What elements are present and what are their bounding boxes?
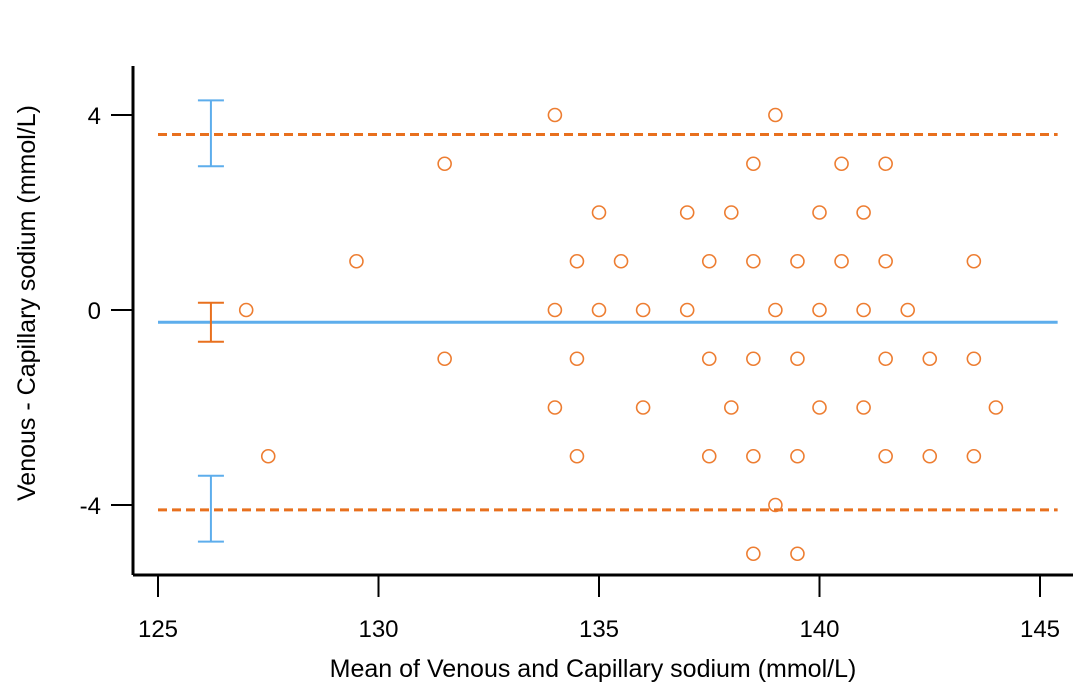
data-point xyxy=(834,253,849,269)
x-axis-title: Mean of Venous and Capillary sodium (mmo… xyxy=(330,655,857,683)
data-point xyxy=(569,253,585,269)
data-point xyxy=(746,156,761,172)
data-point xyxy=(922,351,938,367)
data-point xyxy=(238,302,254,318)
x-tick-label: 140 xyxy=(799,616,839,643)
data-points-layer xyxy=(238,107,1004,562)
confidence-interval-layer xyxy=(197,99,224,543)
y-tick-label: -4 xyxy=(80,493,101,520)
data-point xyxy=(790,253,805,269)
data-point xyxy=(966,448,982,464)
data-point xyxy=(679,302,695,318)
data-point xyxy=(746,253,761,269)
data-point xyxy=(878,156,893,172)
data-point xyxy=(635,400,651,415)
data-point xyxy=(878,351,893,367)
data-point xyxy=(701,351,717,367)
data-point xyxy=(613,253,629,269)
upper-limit-ci-bar xyxy=(197,99,224,168)
data-point xyxy=(746,448,761,464)
data-point xyxy=(790,448,805,464)
data-point xyxy=(966,253,982,269)
data-point xyxy=(988,400,1004,415)
data-point xyxy=(878,448,893,464)
y-tick-label: 4 xyxy=(88,103,101,130)
data-point xyxy=(569,448,585,464)
data-point xyxy=(790,546,805,562)
data-point xyxy=(812,400,827,415)
x-tick-label: 145 xyxy=(1020,616,1060,643)
x-tick-label: 135 xyxy=(579,616,619,643)
data-point xyxy=(922,448,938,464)
data-point xyxy=(635,302,651,318)
data-point xyxy=(966,351,982,367)
reference-lines-layer xyxy=(158,133,1058,512)
data-point xyxy=(812,302,827,318)
data-point xyxy=(569,351,585,367)
data-point xyxy=(547,302,563,318)
data-point xyxy=(812,205,827,220)
data-point xyxy=(856,205,871,220)
lower-limit-ci-bar xyxy=(197,474,224,543)
data-point xyxy=(790,351,805,367)
data-point xyxy=(437,351,452,367)
data-point xyxy=(768,107,783,123)
data-point xyxy=(746,546,761,562)
mean-ci-bar xyxy=(197,301,224,343)
data-point xyxy=(856,302,871,318)
data-point xyxy=(900,302,916,318)
data-point xyxy=(701,448,717,464)
axes-layer xyxy=(131,66,1073,577)
data-point xyxy=(260,448,276,464)
data-point xyxy=(723,205,739,220)
x-tick-label: 130 xyxy=(358,616,398,643)
data-point xyxy=(349,253,364,269)
data-point xyxy=(547,107,563,123)
data-point xyxy=(591,302,607,318)
data-point xyxy=(723,400,739,415)
data-point xyxy=(878,253,893,269)
y-tick-label: 0 xyxy=(88,298,101,325)
data-point xyxy=(701,253,717,269)
y-ticks-layer: -4 0 4 xyxy=(80,103,133,520)
y-axis-title: Venous - Capillary sodium (mmol/L) xyxy=(13,105,41,501)
x-ticks-layer: 125 130 135 140 145 xyxy=(138,575,1060,643)
data-point xyxy=(746,351,761,367)
data-point xyxy=(834,156,849,172)
data-point xyxy=(768,302,783,318)
data-point xyxy=(768,497,783,513)
data-point xyxy=(856,400,871,415)
data-point xyxy=(547,400,563,415)
data-point xyxy=(591,205,607,220)
x-tick-label: 125 xyxy=(138,616,178,643)
data-point xyxy=(437,156,452,172)
data-point xyxy=(679,205,695,220)
